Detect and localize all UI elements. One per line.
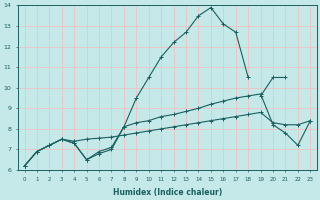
X-axis label: Humidex (Indice chaleur): Humidex (Indice chaleur) xyxy=(113,188,222,197)
